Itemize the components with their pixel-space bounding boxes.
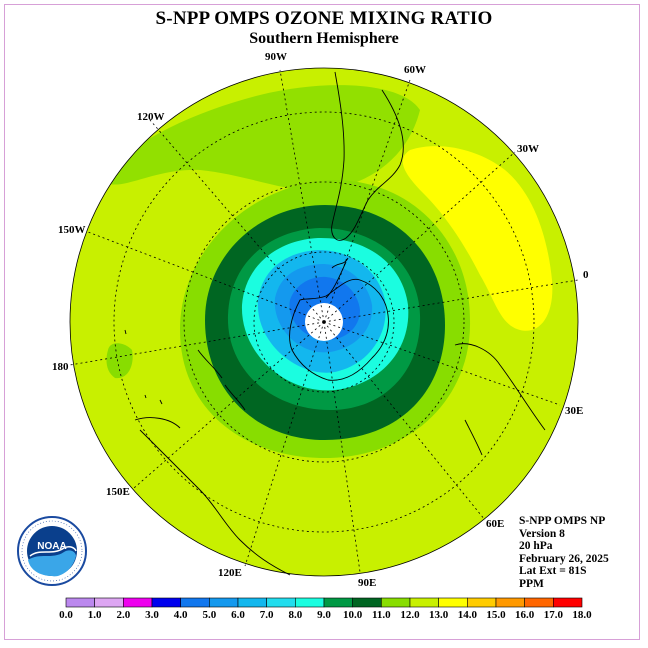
ozone-contours [100,85,553,459]
color-bar-label: 11.0 [372,609,391,621]
color-bar-label: 17.0 [544,609,564,621]
info-instrument: S-NPP OMPS NP [519,515,606,527]
color-bar-segment [65,597,95,608]
color-bar-segment [467,597,497,608]
color-bar-segment [94,597,124,608]
color-bar-label: 8.0 [288,609,302,621]
lon-label-60e: 60E [486,518,504,530]
info-lat-ext: Lat Ext = 81S [519,565,587,578]
longitude-labels: 90W 60W 30W 0 30E 60E 90E 120E 150E 180 … [52,51,589,589]
color-bar-labels: 0.0 1.0 2.0 3.0 4.0 5.0 6.0 7.0 8.0 9.0 10.0 11.0 12… [59,609,592,621]
noaa-logo: NOAA [17,516,87,586]
contour-11-north [100,85,420,191]
color-bar-segment [381,597,411,608]
coast-south-america [331,71,404,241]
coastlines [124,71,546,576]
coast-australia [134,417,291,576]
coast-africa [454,343,546,431]
lon-label-120w: 120W [137,111,165,123]
lon-label-90w: 90W [265,51,287,63]
coast-antarctica [289,278,389,381]
color-bar-label: 12.0 [400,609,420,621]
color-bar-label: 9.0 [317,609,331,621]
color-bar-label: 7.0 [260,609,274,621]
map-border [69,67,579,577]
color-bar-label: 5.0 [202,609,216,621]
color-bar-label: 14.0 [458,609,478,621]
coast-islands [124,329,163,405]
map-subtitle: Southern Hemisphere [249,30,399,47]
color-bar-label: 15.0 [486,609,506,621]
contour-13 [402,146,553,331]
color-bar-label: 1.0 [88,609,102,621]
latitude-circles [113,111,535,533]
lon-label-30e: 30E [565,405,583,417]
color-bar-label: 16.0 [515,609,535,621]
color-bar-segment [495,597,525,608]
map-title: S-NPP OMPS OZONE MIXING RATIO [155,8,493,29]
color-bar-label: 18.0 [572,609,592,621]
info-date: February 26, 2025 [519,552,609,565]
lon-label-180: 180 [52,361,69,373]
color-bar-segment [151,597,181,608]
lon-label-150e: 150E [106,486,130,498]
lon-label-90e: 90E [358,577,376,589]
color-bar-label: 3.0 [145,609,159,621]
lon-label-0: 0 [583,269,589,281]
info-version: Version 8 [519,527,565,540]
color-bar-segment [123,597,153,608]
color-bar-label: 2.0 [116,609,130,621]
color-bar-segment [524,597,554,608]
color-bar-label: 13.0 [429,609,449,621]
color-bar-segment [553,597,583,608]
color-bar-segment [438,597,468,608]
lon-label-60w: 60W [404,64,426,76]
info-block: S-NPP OMPS NP Version 8 20 hPa February … [519,515,609,591]
info-units: PPM [519,577,544,590]
color-bar [65,597,583,608]
info-pressure-level: 20 hPa [519,540,553,553]
contour-11-west [106,343,133,379]
color-bar-segment [266,597,296,608]
color-bar-segment [237,597,267,608]
color-bar-label: 0.0 [59,609,73,621]
color-bar-segment [180,597,210,608]
color-bar-label: 4.0 [174,609,188,621]
coast-madagascar [464,419,483,456]
color-bar-segment [352,597,382,608]
meridians [69,69,579,573]
lon-label-150w: 150W [58,224,86,236]
color-bar-segment [409,597,439,608]
color-bar-segment [295,597,325,608]
coast-new-zealand [197,349,246,411]
lon-label-30w: 30W [517,143,539,155]
logo-text: NOAA [37,541,66,552]
color-bar-segment [209,597,239,608]
color-bar-label: 6.0 [231,609,245,621]
lon-label-120e: 120E [218,567,242,579]
color-bar-label: 10.0 [343,609,363,621]
color-bar-segment [323,597,353,608]
